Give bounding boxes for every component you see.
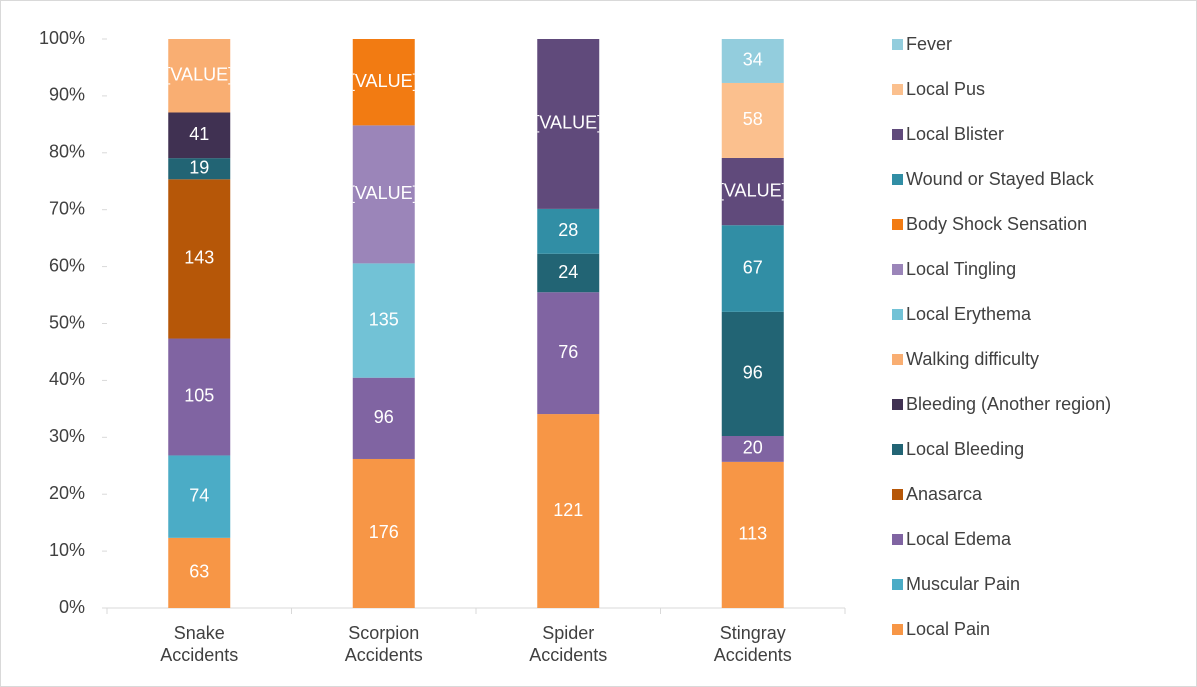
legend-label: Bleeding (Another region) <box>906 394 1111 414</box>
data-label: 96 <box>743 363 763 383</box>
data-label: 176 <box>369 522 399 542</box>
data-label: 34 <box>743 50 763 70</box>
x-tick-label: Snake Accidents <box>160 623 239 665</box>
legend-label: Walking difficulty <box>906 349 1039 369</box>
data-label: 121 <box>553 500 583 520</box>
bar-segment <box>537 414 600 608</box>
bar-segment <box>721 39 784 83</box>
legend-label: Local Erythema <box>906 304 1032 324</box>
legend-label: Body Shock Sensation <box>906 214 1087 234</box>
bar-segment <box>537 292 600 415</box>
data-label: 76 <box>558 342 578 362</box>
y-tick-label: 10% <box>49 540 85 560</box>
legend-label: Wound or Stayed Black <box>906 169 1095 189</box>
data-label: 28 <box>558 220 578 240</box>
data-label: 96 <box>374 407 394 427</box>
legend-label: Local Bleeding <box>906 439 1024 459</box>
legend-swatch <box>892 624 903 635</box>
legend-label: Local Pus <box>906 79 985 99</box>
bar-segment <box>721 436 784 462</box>
legend-swatch <box>892 534 903 545</box>
data-label: 143 <box>184 248 214 268</box>
legend-label: Muscular Pain <box>906 574 1020 594</box>
y-tick-label: 70% <box>49 198 85 218</box>
data-label: [VALUE] <box>350 71 418 91</box>
data-label: 135 <box>369 309 399 329</box>
data-label: 67 <box>743 257 763 277</box>
bar-segment <box>721 461 784 608</box>
data-label: [VALUE] <box>350 183 418 203</box>
bar-segment <box>352 125 415 264</box>
bar-segment <box>168 39 231 113</box>
x-tick-label: Stingray Accidents <box>713 623 792 665</box>
bar-segment <box>721 157 784 226</box>
data-label: 74 <box>189 485 209 505</box>
bar-segment <box>352 263 415 378</box>
y-tick-label: 80% <box>49 142 85 162</box>
data-label: 63 <box>189 562 209 582</box>
bar-segment <box>168 537 231 608</box>
legend-label: Local Blister <box>906 124 1004 144</box>
legend-swatch <box>892 174 903 185</box>
legend-swatch <box>892 579 903 590</box>
legend-label: Local Edema <box>906 529 1012 549</box>
bar-segment <box>537 208 600 254</box>
x-tick-label: Spider Accidents <box>529 623 608 665</box>
bar-segment <box>537 39 600 209</box>
bar-segment <box>168 455 231 538</box>
data-label: 20 <box>743 438 763 458</box>
y-tick-label: 100% <box>39 28 85 48</box>
y-tick-label: 30% <box>49 426 85 446</box>
data-label: [VALUE] <box>719 180 787 200</box>
bar-segment <box>721 82 784 158</box>
data-label: 113 <box>738 524 767 544</box>
data-label: 41 <box>189 124 209 144</box>
y-tick-label: 90% <box>49 85 85 105</box>
legend-label: Fever <box>906 34 952 54</box>
legend-label: Local Tingling <box>906 259 1016 279</box>
y-tick-label: 20% <box>49 483 85 503</box>
bar-segment <box>721 225 784 312</box>
bar-segment <box>168 112 231 159</box>
bar-segment <box>537 253 600 293</box>
y-tick-label: 50% <box>49 312 85 332</box>
legend-swatch <box>892 354 903 365</box>
data-label: [VALUE] <box>165 64 233 84</box>
legend-swatch <box>892 39 903 50</box>
legend-swatch <box>892 219 903 230</box>
legend-label: Anasarca <box>906 484 983 504</box>
legend-swatch <box>892 489 903 500</box>
bar-segment <box>352 377 415 459</box>
data-label: 19 <box>189 157 209 177</box>
bar-segment <box>168 158 231 180</box>
legend-swatch <box>892 309 903 320</box>
bar-segment <box>352 39 415 126</box>
data-label: 105 <box>184 386 214 406</box>
legend-swatch <box>892 399 903 410</box>
x-tick-label: Scorpion Accidents <box>344 623 423 665</box>
data-label: 58 <box>743 109 763 129</box>
legend-label: Local Pain <box>906 619 990 639</box>
y-tick-label: 40% <box>49 369 85 389</box>
bar-segment <box>352 458 415 608</box>
legend-swatch <box>892 444 903 455</box>
bar-segment <box>168 179 231 339</box>
legend-swatch <box>892 84 903 95</box>
data-label: [VALUE] <box>534 113 602 133</box>
bar-segment <box>168 338 231 456</box>
legend-swatch <box>892 129 903 140</box>
legend-swatch <box>892 264 903 275</box>
data-label: 24 <box>558 262 578 282</box>
y-tick-label: 60% <box>49 255 85 275</box>
bar-segment <box>721 311 784 437</box>
y-tick-label: 0% <box>59 597 85 617</box>
